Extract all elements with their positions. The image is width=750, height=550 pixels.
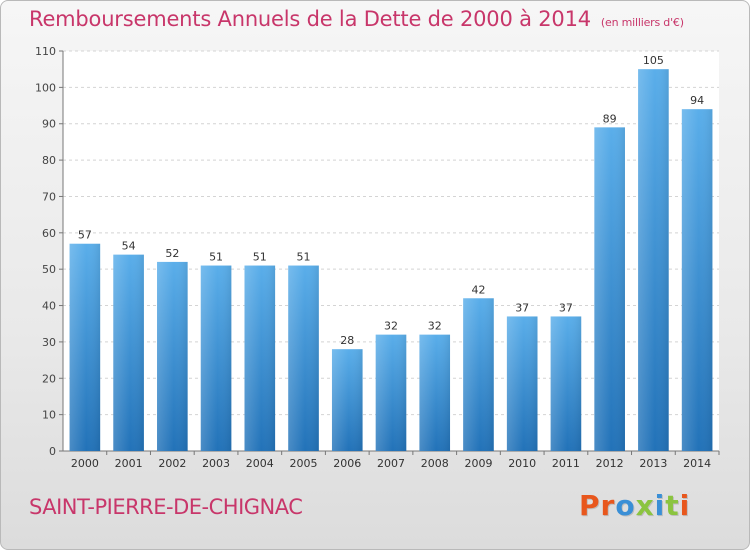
bar-shade [419, 334, 451, 451]
data-label: 32 [384, 320, 398, 333]
chart-unit: (en milliers d'€) [600, 16, 684, 29]
commune-name: SAINT-PIERRE-DE-CHIGNAC [29, 495, 303, 519]
data-label: 37 [515, 301, 529, 314]
logo-letter: t [665, 489, 680, 522]
bar-shade [550, 316, 582, 451]
x-tick-label: 2004 [246, 457, 274, 470]
bar-shade [69, 243, 101, 451]
x-tick-label: 2014 [683, 457, 711, 470]
logo-letter: x [635, 489, 655, 522]
data-label: 37 [559, 301, 573, 314]
x-tick-label: 2003 [202, 457, 230, 470]
x-tick-label: 2000 [71, 457, 99, 470]
bar-shade [375, 334, 407, 451]
y-tick-label: 110 [35, 45, 56, 58]
logo-letter: i [654, 489, 666, 522]
data-label: 52 [165, 247, 179, 260]
logo-letter: i [679, 489, 691, 522]
x-tick-label: 2009 [464, 457, 492, 470]
bar-shade [157, 261, 188, 451]
x-tick-label: 2002 [158, 457, 186, 470]
bars [69, 69, 713, 451]
data-label: 51 [253, 251, 267, 264]
x-tick-label: 2012 [596, 457, 624, 470]
bar-shade [681, 109, 713, 451]
data-label: 54 [122, 240, 136, 253]
y-tick-label: 70 [42, 190, 56, 203]
data-label: 51 [297, 251, 311, 264]
y-tick-label: 40 [42, 300, 56, 313]
chart-title: Remboursements Annuels de la Dette de 20… [29, 7, 684, 31]
x-tick-label: 2011 [552, 457, 580, 470]
bar-shade [200, 265, 232, 451]
x-tick-label: 2008 [421, 457, 449, 470]
data-label: 42 [471, 283, 485, 296]
x-tick-label: 2010 [508, 457, 536, 470]
data-label: 51 [209, 251, 223, 264]
data-label: 32 [428, 320, 442, 333]
data-label: 89 [603, 112, 617, 125]
labels: 57 2000 54 2001 52 2002 51 2003 51 2004 51 2005 28 20… [71, 54, 711, 470]
data-label: 105 [643, 54, 664, 67]
y-tick-label: 10 [42, 409, 56, 422]
y-tick-label: 100 [35, 81, 56, 94]
bar-shade [506, 316, 538, 451]
x-tick-label: 2013 [639, 457, 667, 470]
bar-shade [638, 69, 669, 451]
logo-letter: r [600, 489, 616, 522]
bar-shade [331, 349, 363, 451]
y-tick-label: 20 [42, 372, 56, 385]
y-tick-label: 0 [49, 445, 56, 458]
data-label: 57 [78, 229, 92, 242]
x-tick-label: 2006 [333, 457, 361, 470]
x-tick-label: 2007 [377, 457, 405, 470]
logo-letter: o [615, 489, 636, 522]
x-tick-label: 2005 [290, 457, 318, 470]
x-tick-label: 2001 [115, 457, 143, 470]
data-label: 28 [340, 334, 354, 347]
logo-letter: P [579, 489, 601, 522]
bar-shade [113, 254, 144, 451]
y-tick-label: 60 [42, 227, 56, 240]
y-tick-label: 90 [42, 118, 56, 131]
y-tick-label: 80 [42, 154, 56, 167]
bar-shade [463, 298, 494, 451]
y-tick-label: 50 [42, 263, 56, 276]
bar-shade [288, 265, 319, 451]
bar-shade [594, 127, 625, 451]
proxiti-logo: Proxiti [579, 489, 690, 522]
y-tick-label: 30 [42, 336, 56, 349]
bar-shade [244, 265, 276, 451]
data-label: 94 [690, 94, 704, 107]
chart-title-text: Remboursements Annuels de la Dette de 20… [29, 7, 591, 31]
